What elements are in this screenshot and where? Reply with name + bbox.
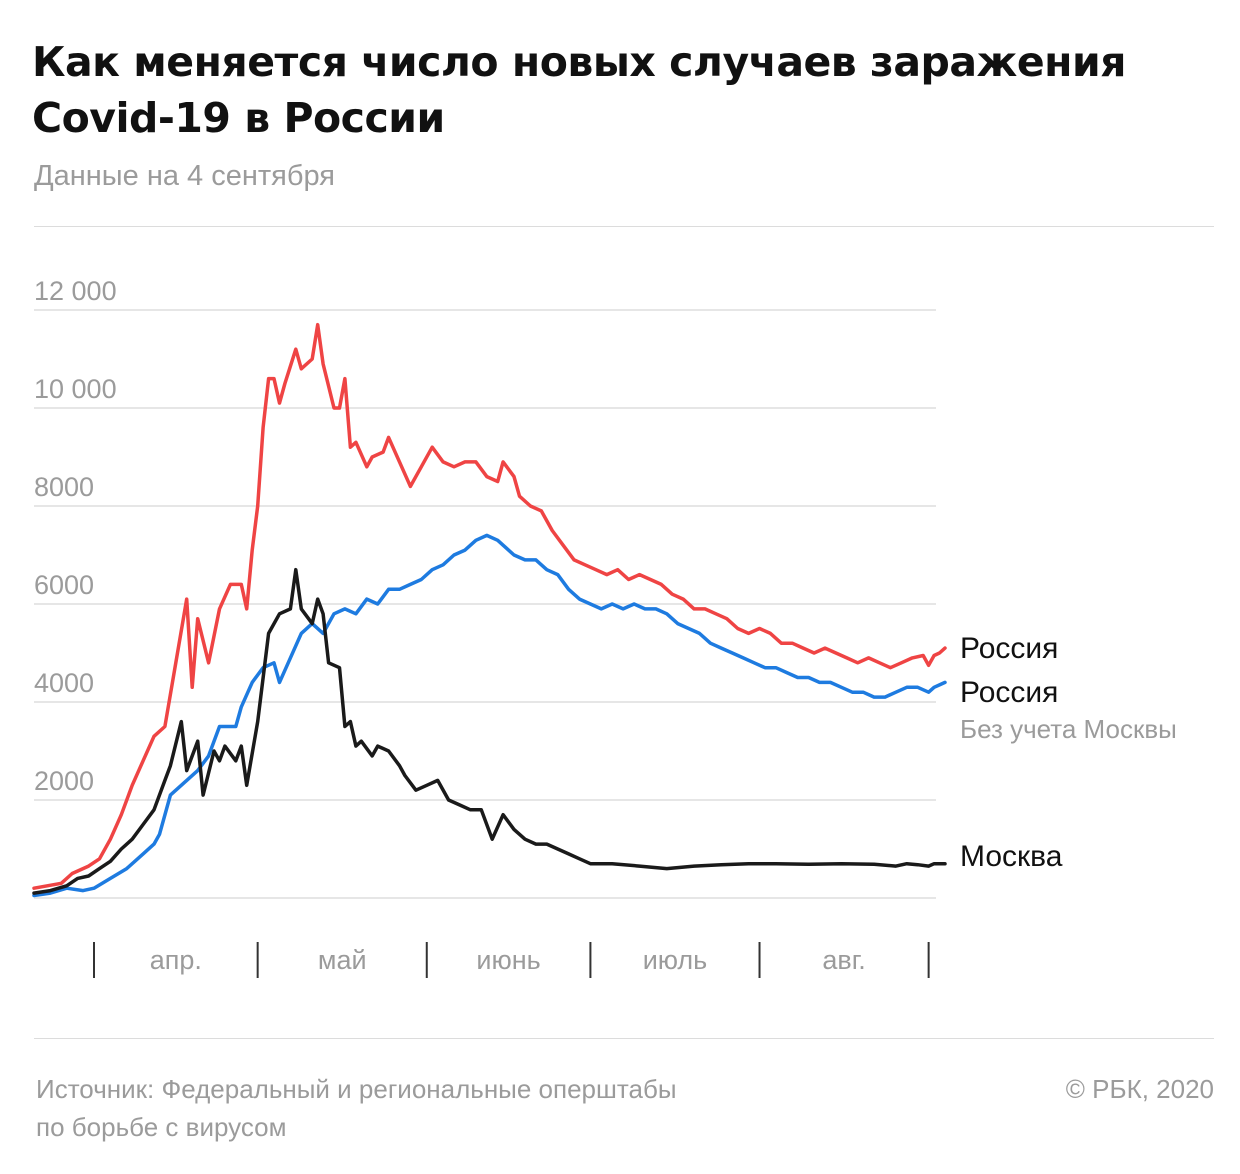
series-label-1: Россия [960, 632, 1058, 665]
chart-subtitle: Данные на 4 сентября [34, 160, 335, 192]
x-tick-label: июль [643, 945, 708, 975]
series-labels: Россия Россия Без учета Москвы Москва [960, 632, 1177, 873]
y-tick-label: 4000 [34, 668, 94, 698]
series-line-1 [32, 322, 947, 890]
x-axis: апр. май июнь июль авг. [93, 942, 930, 978]
y-tick-label: 2000 [34, 766, 94, 796]
y-tick-label: 8000 [34, 472, 94, 502]
series-label-3: Москва [960, 840, 1063, 873]
x-tick-label: авг. [822, 945, 865, 975]
source-note: Источник: Федеральный и региональные опе… [36, 1070, 677, 1146]
chart-title-line-1: Как меняется число новых случаев заражен… [32, 38, 1127, 86]
top-divider [34, 226, 1214, 227]
series-line-3 [32, 567, 947, 895]
x-tick-label: май [318, 945, 367, 975]
bottom-divider [34, 1038, 1214, 1039]
x-tick-label: июнь [476, 945, 540, 975]
series-line-2 [32, 533, 947, 898]
copyright: © РБК, 2020 [1065, 1074, 1214, 1104]
y-axis: 2000 4000 6000 8000 10 000 12 000 [34, 276, 117, 796]
x-tick-label: апр. [150, 945, 202, 975]
source-line-2: по борьбе с вирусом [36, 1112, 287, 1142]
line-chart: 2000 4000 6000 8000 10 000 12 000 апр. май июнь… [32, 276, 1177, 978]
y-tick-label: 6000 [34, 570, 94, 600]
chart-grid [34, 309, 936, 899]
chart-title-line-2: Covid-19 в России [32, 94, 445, 142]
series-label-2: Россия [960, 676, 1058, 709]
chart-title: Как меняется число новых случаев заражен… [32, 34, 1212, 146]
y-tick-label: 10 000 [34, 374, 117, 404]
chart-series [32, 322, 947, 898]
source-line-1: Источник: Федеральный и региональные опе… [36, 1074, 677, 1104]
series-sublabel-2: Без учета Москвы [960, 714, 1177, 744]
y-tick-label: 12 000 [34, 276, 117, 306]
